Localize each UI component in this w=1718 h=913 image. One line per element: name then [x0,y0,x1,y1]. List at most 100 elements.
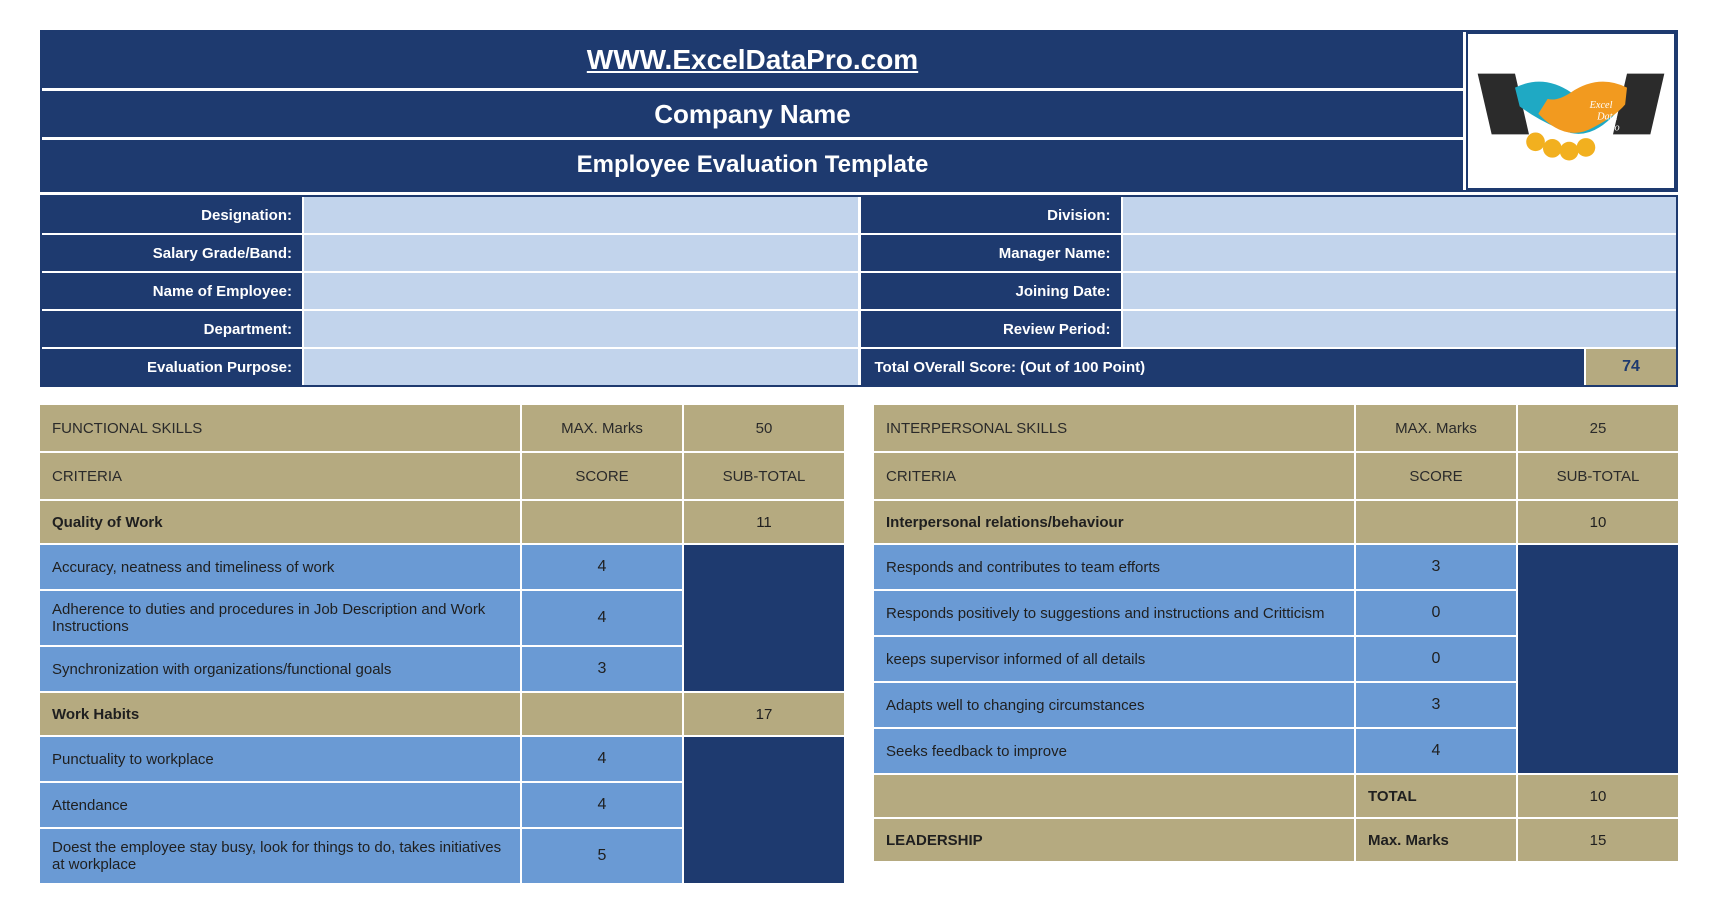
total-spacer [874,775,1354,817]
meta-label: Review Period: [861,311,1121,347]
criteria-row: Adapts well to changing circumstances 3 [874,683,1516,727]
subtotal-header: SUB-TOTAL [1518,453,1678,499]
criteria-text: Attendance [40,783,520,827]
meta-row: Salary Grade/Band: [42,235,858,271]
svg-text:Excel: Excel [1589,100,1613,111]
criteria-text: Synchronization with organizations/funct… [40,647,520,691]
criteria-score[interactable]: 0 [1356,637,1516,681]
criteria-score[interactable]: 4 [522,591,682,645]
criteria-score[interactable]: 4 [1356,729,1516,773]
meta-value[interactable] [304,273,858,309]
max-marks-value: 50 [684,405,844,451]
criteria-row: Attendance 4 [40,783,682,827]
url-banner[interactable]: WWW.ExcelDataPro.com [42,32,1463,88]
group-subtotal: 10 [1518,501,1678,543]
criteria-text: Responds and contributes to team efforts [874,545,1354,589]
criteria-score[interactable]: 4 [522,783,682,827]
criteria-text: Accuracy, neatness and timeliness of wor… [40,545,520,589]
top-banner: WWW.ExcelDataPro.com Company Name Employ… [40,30,1678,192]
criteria-row: Seeks feedback to improve 4 [874,729,1516,773]
criteria-text: Punctuality to workplace [40,737,520,781]
group-details: Accuracy, neatness and timeliness of wor… [40,545,844,691]
criteria-text: Adherence to duties and procedures in Jo… [40,591,520,645]
group-spacer [522,693,682,735]
logo-box: Excel Data Pro [1466,32,1676,190]
meta-left-col: Designation: Salary Grade/Band: Name of … [42,197,858,385]
meta-value[interactable] [1123,273,1677,309]
group-details: Responds and contributes to team efforts… [874,545,1678,773]
meta-value[interactable] [304,349,858,385]
group-name: Work Habits [40,693,520,735]
meta-label: Joining Date: [861,273,1121,309]
section-title: INTERPERSONAL SKILLS [874,405,1354,451]
criteria-row: keeps supervisor informed of all details… [874,637,1516,681]
subtotal-fill [684,545,844,691]
section-header: INTERPERSONAL SKILLS MAX. Marks 25 [874,405,1678,451]
meta-value[interactable] [304,235,858,271]
detail-rows: Responds and contributes to team efforts… [874,545,1516,773]
group-name: Interpersonal relations/behaviour [874,501,1354,543]
group-spacer [1356,501,1516,543]
meta-label: Salary Grade/Band: [42,235,302,271]
overall-score-label: Total OVerall Score: (Out of 100 Point) [861,349,1585,385]
section-header: FUNCTIONAL SKILLS MAX. Marks 50 [40,405,844,451]
criteria-row: Adherence to duties and procedures in Jo… [40,591,682,645]
subtotal-fill [1518,545,1678,773]
criteria-text: Seeks feedback to improve [874,729,1354,773]
criteria-text: Responds positively to suggestions and i… [874,591,1354,635]
group-details: Punctuality to workplace 4 Attendance 4 … [40,737,844,883]
meta-value[interactable] [1123,197,1677,233]
group-header: Interpersonal relations/behaviour 10 [874,501,1678,543]
criteria-score[interactable]: 3 [522,647,682,691]
criteria-score[interactable]: 3 [1356,545,1516,589]
criteria-text: keeps supervisor informed of all details [874,637,1354,681]
subtotal-header: SUB-TOTAL [684,453,844,499]
meta-value[interactable] [304,311,858,347]
meta-row: Manager Name: [861,235,1677,271]
max-marks-value: 25 [1518,405,1678,451]
max-marks-label: Max. Marks [1356,819,1516,861]
leadership-header: LEADERSHIP Max. Marks 15 [874,819,1678,861]
criteria-header: CRITERIA [874,453,1354,499]
criteria-score[interactable]: 5 [522,829,682,883]
total-label: TOTAL [1356,775,1516,817]
section-title: LEADERSHIP [874,819,1354,861]
meta-label: Name of Employee: [42,273,302,309]
criteria-score[interactable]: 0 [1356,591,1516,635]
meta-row: Name of Employee: [42,273,858,309]
max-marks-label: MAX. Marks [522,405,682,451]
sections-row: FUNCTIONAL SKILLS MAX. Marks 50 CRITERIA… [40,405,1678,883]
criteria-row: Responds positively to suggestions and i… [874,591,1516,635]
evaluation-sheet: WWW.ExcelDataPro.com Company Name Employ… [40,30,1678,883]
criteria-row: Accuracy, neatness and timeliness of wor… [40,545,682,589]
meta-label: Designation: [42,197,302,233]
meta-row: Review Period: [861,311,1677,347]
subtotal-fill [684,737,844,883]
meta-row: Department: [42,311,858,347]
criteria-score[interactable]: 4 [522,545,682,589]
interpersonal-skills-section: INTERPERSONAL SKILLS MAX. Marks 25 CRITE… [874,405,1678,883]
meta-label: Division: [861,197,1121,233]
criteria-header: CRITERIA [40,453,520,499]
overall-score-value: 74 [1586,349,1676,385]
svg-text:Pro: Pro [1604,123,1620,134]
meta-label: Evaluation Purpose: [42,349,302,385]
criteria-row: Doest the employee stay busy, look for t… [40,829,682,883]
meta-row: Designation: [42,197,858,233]
max-marks-value: 15 [1518,819,1678,861]
criteria-score[interactable]: 3 [1356,683,1516,727]
meta-value[interactable] [304,197,858,233]
criteria-row: Punctuality to workplace 4 [40,737,682,781]
meta-value[interactable] [1123,311,1677,347]
meta-row: Joining Date: [861,273,1677,309]
overall-score-row: Total OVerall Score: (Out of 100 Point) … [861,349,1677,385]
criteria-score[interactable]: 4 [522,737,682,781]
max-marks-label: MAX. Marks [1356,405,1516,451]
meta-label: Department: [42,311,302,347]
group-header: Work Habits 17 [40,693,844,735]
meta-value[interactable] [1123,235,1677,271]
score-header: SCORE [1356,453,1516,499]
meta-row: Division: [861,197,1677,233]
meta-label: Manager Name: [861,235,1121,271]
total-row: TOTAL 10 [874,775,1678,817]
